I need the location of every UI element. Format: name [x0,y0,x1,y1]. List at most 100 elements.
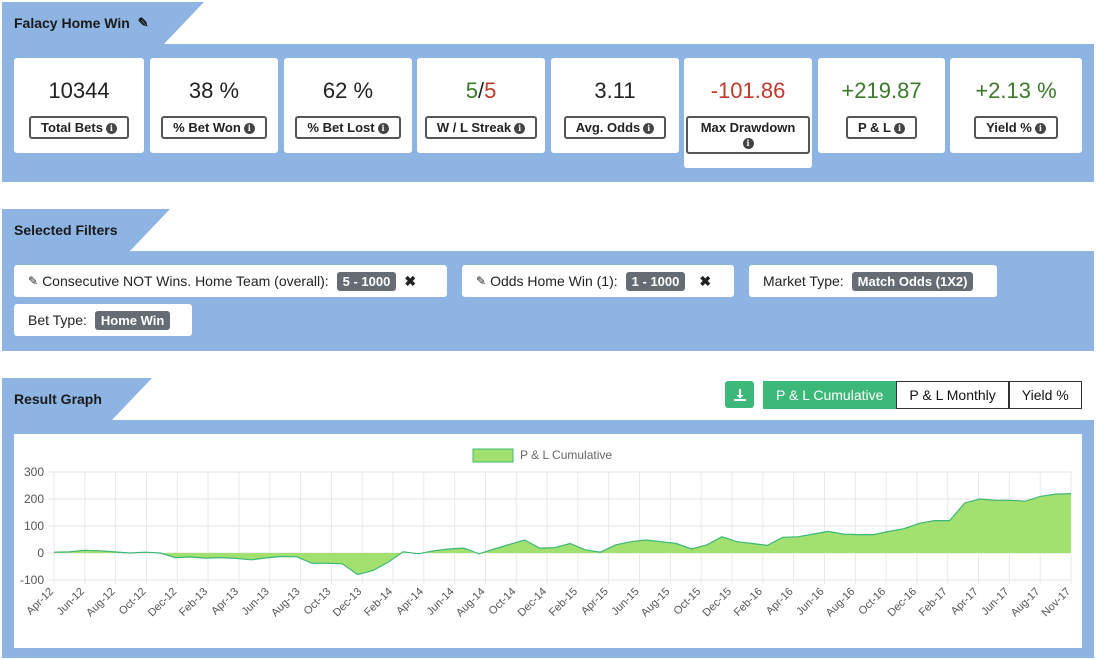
x-tick-label: Feb-16 [732,586,765,619]
filter-consecutive-not-wins[interactable]: ✎ Consecutive NOT Wins. Home Team (overa… [14,265,447,297]
x-tick-label: Oct-14 [487,586,519,618]
y-tick-label: -100 [20,573,44,587]
x-tick-label: Apr-13 [209,586,241,618]
stat-label-text: % Bet Won [173,120,241,135]
filter-odds-home-win[interactable]: ✎ Odds Home Win (1): 1 - 1000 ✖ [462,265,734,297]
x-tick-label: Feb-13 [177,586,210,619]
x-tick-label: Dec-14 [516,586,550,620]
area-line [53,493,1072,576]
info-icon: i [742,138,754,149]
filter-market-type[interactable]: Market Type: Match Odds (1X2) [749,265,997,297]
info-icon: i [105,123,117,134]
stat-value: 5/5 [417,78,545,104]
stat-card-avg-odds: 3.11 Avg. Odds i [551,58,679,153]
stat-label-text: Max Drawdown [700,120,796,135]
filters-panel: ✎ Consecutive NOT Wins. Home Team (overa… [2,251,1094,351]
x-tick-label: Dec-12 [146,586,180,620]
stat-card-wl-streak: 5/5 W / L Streak i [417,58,545,153]
pencil-icon[interactable]: ✎ [28,274,39,288]
filter-label: Bet Type: [28,312,87,328]
filter-label: Market Type: [763,273,844,289]
y-tick-label: 0 [37,546,44,560]
x-tick-label: Jun-16 [794,586,826,618]
stat-value: -101.86 [710,78,786,103]
x-tick-label: Apr-15 [579,586,611,618]
x-tick-label: Aug-14 [454,586,488,620]
stats-panel: 10344 Total Bets i 38 % % Bet Won i 62 % %… [2,44,1094,182]
stat-value: 10344 [48,78,110,103]
x-tick-label: Apr-17 [949,586,981,618]
stat-label-button[interactable]: Avg. Odds i [563,116,667,139]
stat-label-button[interactable]: Yield % i [974,116,1058,139]
info-icon: i [377,123,389,134]
filter-label: Consecutive NOT Wins. Home Team (overall… [42,273,329,289]
stat-label-text: % Bet Lost [307,120,375,135]
pl-monthly-button[interactable]: P & L Monthly [896,381,1009,409]
stat-value: +2.13 % [975,78,1057,103]
x-tick-label: Nov-17 [1040,586,1074,620]
streak-loss: 5 [484,78,497,103]
x-tick-label: Aug-17 [1009,586,1043,620]
y-tick-label: 300 [24,465,44,479]
chart-area [53,493,1072,576]
stat-card-bet-lost: 62 % % Bet Lost i [284,58,412,153]
stat-label-text: Avg. Odds [575,120,641,135]
stat-label-button[interactable]: Total Bets i [29,116,129,139]
stat-label-button[interactable]: W / L Streak i [424,116,538,139]
legend-swatch [472,448,514,463]
area-fill [54,493,1071,575]
stat-label-text: Total Bets [41,120,103,135]
pl-cumulative-button[interactable]: P & L Cumulative [763,381,897,409]
remove-filter-icon[interactable]: ✖ [404,272,417,289]
x-tick-label: Feb-17 [917,586,950,619]
yield-button[interactable]: Yield % [1008,381,1082,409]
pencil-icon[interactable]: ✎ [476,274,487,288]
y-tick-label: 200 [24,492,44,506]
remove-filter-icon[interactable]: ✖ [699,272,712,289]
x-tick-label: Oct-13 [302,586,334,618]
x-tick-label: Aug-15 [639,586,673,620]
chart-view-toggle: P & L Cumulative P & L Monthly Yield % [763,381,1082,409]
stat-card-max-drawdown: -101.86 Max Drawdown i [684,58,812,168]
filters-title: Selected Filters [14,222,118,238]
edit-pencil-icon[interactable]: ✎ [137,15,149,30]
x-tick-label: Aug-16 [824,586,858,620]
x-tick-label: Dec-13 [331,586,365,620]
stat-value: +219.87 [841,78,922,103]
stat-label-button[interactable]: % Bet Lost i [295,116,401,139]
result-title-tab: Result Graph [2,378,152,420]
strategy-title: Falacy Home Win [14,15,130,31]
filter-value-badge: 1 - 1000 [625,271,686,291]
stat-value: 3.11 [594,78,636,103]
streak-separator: / [477,78,485,103]
info-icon: i [643,123,655,134]
stat-card-total-bets: 10344 Total Bets i [14,58,144,153]
filter-label: Odds Home Win (1): [490,273,618,289]
filter-value-badge: Home Win [94,310,171,330]
result-title: Result Graph [14,391,102,407]
chart-legend: P & L Cumulative [472,448,612,463]
x-axis-ticks: Apr-12Jun-12Aug-12Oct-12Dec-12Feb-13Apr-… [24,586,1073,620]
download-button[interactable] [725,381,754,408]
stat-label-text: W / L Streak [436,120,512,135]
y-axis-ticks: 300 200 100 0 -100 [20,465,44,587]
stat-label-text: P & L [858,120,891,135]
filter-bet-type[interactable]: Bet Type: Home Win [14,304,192,336]
x-tick-label: Jun-14 [424,586,456,618]
info-icon: i [1034,123,1046,134]
x-tick-label: Dec-15 [701,586,735,620]
download-icon [733,388,746,401]
x-tick-label: Apr-14 [394,586,426,618]
chart-container: 300 200 100 0 -100 Apr-12 Jun-12 Aug-12 Oct-12 D… [14,434,1082,648]
stat-label-button[interactable]: % Bet Won i [161,116,267,139]
x-tick-label: Feb-14 [362,586,395,619]
stat-label-button[interactable]: Max Drawdown i [686,116,810,154]
filter-value-badge: 5 - 1000 [336,271,397,291]
x-tick-label: Aug-13 [269,586,303,620]
x-tick-label: Dec-16 [885,586,919,620]
x-tick-label: Jun-12 [55,586,87,618]
info-icon: i [514,123,526,134]
x-tick-label: Aug-12 [84,586,118,620]
streak-win: 5 [465,78,478,103]
